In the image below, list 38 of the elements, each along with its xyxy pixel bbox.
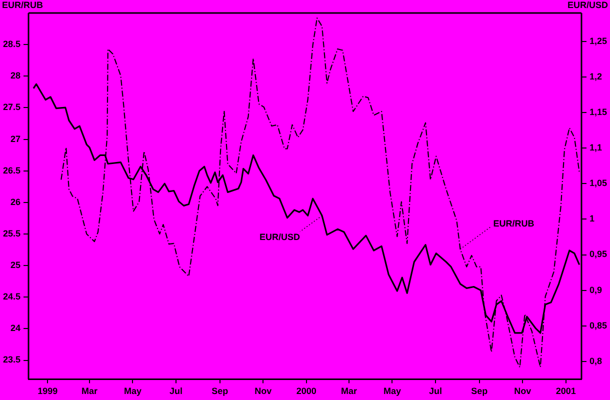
x-tick-label: Nov	[514, 386, 532, 396]
y-tick-label: 27	[10, 134, 21, 144]
text: EUR/RUB	[493, 218, 535, 229]
y2-tick-label: 0,9	[589, 284, 602, 295]
x-tick-label: Jul	[169, 386, 182, 396]
y-tick-label: 26.5	[2, 165, 21, 176]
x-tick-label: 1999	[38, 386, 58, 396]
x-tick-label: 2001	[556, 386, 576, 396]
x-tick-label: Jul	[428, 386, 442, 396]
x-tick-label: Sep	[471, 386, 488, 396]
y-tick-label: 28.5	[2, 39, 21, 50]
y-tick-label: 25	[10, 260, 21, 270]
y2-tick-label: 1,2	[589, 71, 602, 82]
x-tick-label: Nov	[254, 386, 272, 396]
y2-tick-label: 1	[589, 214, 594, 224]
x-tick-label: 2000	[296, 386, 316, 396]
y-axis-title: EUR/RUB	[2, 0, 44, 10]
y-tick-label: 24.5	[2, 292, 21, 302]
x-tick-label: Mar	[340, 386, 358, 396]
y2-tick-label: 1,15	[589, 107, 608, 118]
x-tick-label: Mar	[81, 386, 98, 396]
y2-tick-label: 1,05	[589, 178, 608, 188]
y-tick-label: 28	[10, 70, 21, 81]
y-tick-label: 26	[10, 196, 21, 207]
y-tick-label: 25.5	[2, 228, 21, 238]
y2-tick-label: 0,95	[589, 249, 608, 260]
y-tick-label: 23.5	[2, 354, 21, 365]
y-tick-label: 24	[10, 323, 21, 334]
x-tick-label: May	[124, 386, 142, 396]
text: EUR/USD	[260, 232, 301, 242]
y2-tick-label: 1,1	[589, 142, 602, 153]
x-tick-label: Sep	[212, 386, 229, 396]
y2-tick-label: 1,25	[589, 36, 608, 46]
y2-tick-label: 0,85	[589, 320, 608, 330]
y-tick-label: 27.5	[2, 102, 21, 112]
y2-axis-title: EUR/USD	[567, 0, 608, 10]
y2-tick-label: 0,8	[589, 356, 602, 366]
x-tick-label: May	[383, 386, 401, 396]
